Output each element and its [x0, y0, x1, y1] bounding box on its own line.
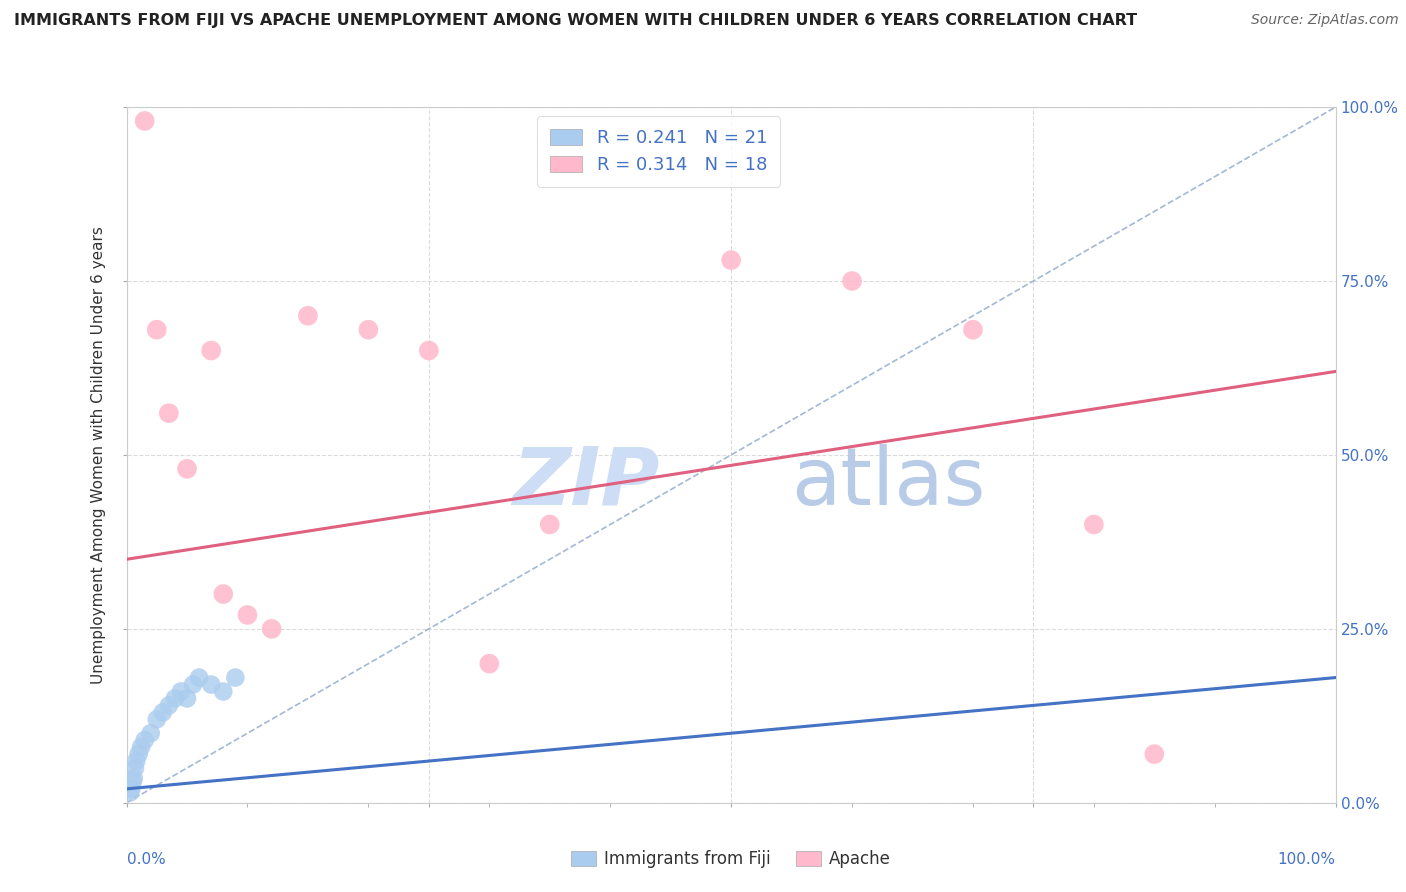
Point [176, 691, 198, 706]
Text: 100.0%: 100.0% [1278, 852, 1336, 866]
Text: IMMIGRANTS FROM FIJI VS APACHE UNEMPLOYMENT AMONG WOMEN WITH CHILDREN UNDER 6 YE: IMMIGRANTS FROM FIJI VS APACHE UNEMPLOYM… [14, 13, 1137, 29]
Point [720, 253, 742, 268]
Point [120, 785, 142, 799]
Point [200, 677, 222, 691]
Point [538, 517, 561, 532]
Point [224, 671, 246, 685]
Point [134, 114, 156, 128]
Point [962, 323, 984, 337]
Text: Source: ZipAtlas.com: Source: ZipAtlas.com [1251, 13, 1399, 28]
Point [129, 740, 152, 755]
Point [200, 343, 222, 358]
Point [163, 691, 186, 706]
Point [170, 684, 193, 698]
Point [157, 406, 180, 420]
Point [124, 761, 146, 775]
Point [297, 309, 319, 323]
Point [188, 671, 211, 685]
Point [841, 274, 863, 288]
Point [212, 587, 235, 601]
Point [139, 726, 162, 740]
Point [181, 677, 204, 691]
Legend: Immigrants from Fiji, Apache: Immigrants from Fiji, Apache [564, 843, 898, 874]
Point [157, 698, 180, 713]
Point [122, 772, 145, 786]
Point [357, 323, 380, 337]
Point [125, 754, 148, 768]
Point [120, 781, 142, 796]
Point [128, 747, 150, 761]
Point [1083, 517, 1105, 532]
Point [478, 657, 501, 671]
Point [260, 622, 283, 636]
Text: atlas: atlas [792, 443, 986, 522]
Point [1143, 747, 1166, 761]
Point [212, 684, 235, 698]
Point [146, 712, 169, 726]
Point [236, 607, 259, 622]
Point [134, 733, 156, 747]
Point [146, 323, 169, 337]
Point [418, 343, 440, 358]
Point [121, 775, 143, 789]
Point [176, 462, 198, 476]
Text: 0.0%: 0.0% [127, 852, 166, 866]
Text: ZIP: ZIP [512, 443, 659, 522]
Y-axis label: Unemployment Among Women with Children Under 6 years: Unemployment Among Women with Children U… [91, 226, 107, 684]
Point [152, 706, 174, 720]
